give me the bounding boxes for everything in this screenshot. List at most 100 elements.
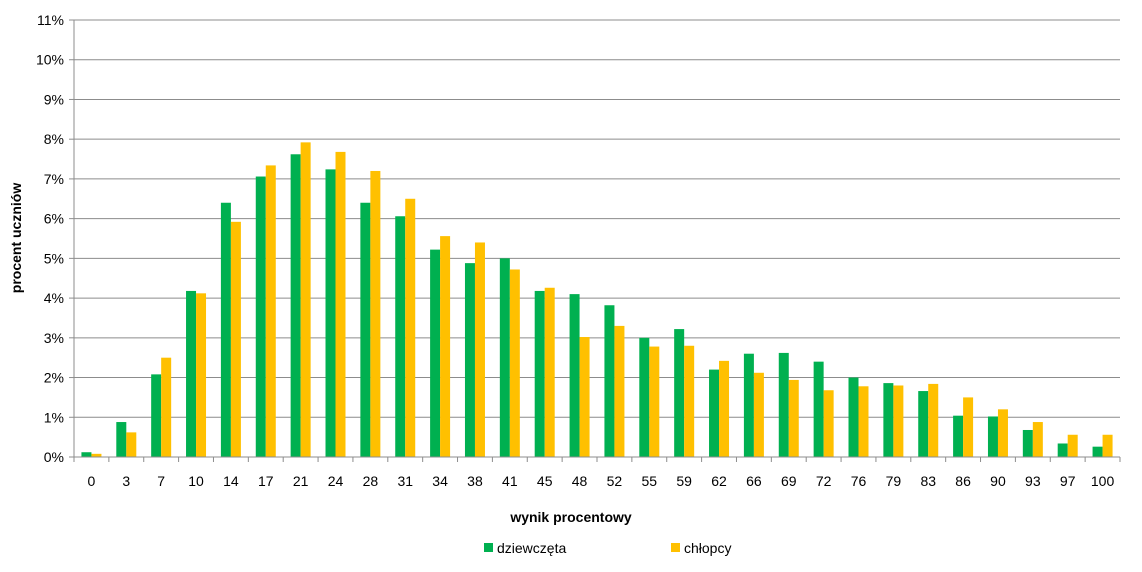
y-tick-label: 0% [44, 449, 64, 465]
bar-dziewczeta [464, 263, 475, 457]
bar-dziewczeta [743, 353, 754, 457]
x-tick-label: 72 [816, 473, 832, 489]
legend-swatch [484, 543, 493, 552]
x-tick-label: 7 [157, 473, 165, 489]
bar-chlopcy [1032, 422, 1043, 457]
bar-dziewczeta [604, 305, 615, 457]
x-tick-label: 17 [258, 473, 274, 489]
x-tick-label: 10 [188, 473, 204, 489]
gridlines [69, 19, 1121, 462]
bar-dziewczeta [987, 416, 998, 457]
x-tick-label: 48 [572, 473, 588, 489]
bar-dziewczeta [848, 377, 859, 457]
y-tick-label: 10% [36, 52, 64, 68]
bar-dziewczeta [709, 369, 720, 457]
x-tick-label: 69 [781, 473, 797, 489]
legend-label: dziewczęta [497, 540, 566, 556]
y-tick-label: 9% [44, 91, 64, 107]
x-tick-label: 34 [432, 473, 448, 489]
bar-chlopcy [91, 453, 102, 457]
bar-dziewczeta [290, 154, 301, 457]
bar-dziewczeta [81, 452, 92, 457]
bar-chlopcy [265, 165, 276, 457]
y-tick-label: 6% [44, 211, 64, 227]
bar-chlopcy [858, 386, 869, 457]
bar-chlopcy [928, 383, 939, 457]
x-tick-label: 97 [1060, 473, 1076, 489]
x-tick-label: 55 [642, 473, 658, 489]
bars [81, 142, 1113, 458]
bar-chlopcy [335, 151, 346, 458]
y-tick-label: 7% [44, 171, 64, 187]
bar-dziewczeta [255, 176, 266, 457]
x-tick-label: 52 [607, 473, 623, 489]
bar-dziewczeta [395, 216, 406, 457]
bar-dziewczeta [639, 337, 650, 457]
bar-chlopcy [788, 379, 799, 457]
bar-chlopcy [963, 397, 974, 457]
bar-chlopcy [719, 360, 730, 457]
y-tick-label: 11% [37, 12, 64, 28]
x-tick-label: 83 [920, 473, 936, 489]
bar-dziewczeta [674, 329, 685, 457]
bar-dziewczeta [325, 169, 336, 457]
bar-chlopcy [161, 357, 172, 457]
x-tick-label: 76 [851, 473, 867, 489]
bar-chlopcy [300, 142, 311, 458]
bar-chlopcy [1067, 434, 1078, 457]
bar-chlopcy [684, 345, 695, 457]
x-tick-label: 90 [990, 473, 1006, 489]
bar-dziewczeta [1092, 446, 1103, 457]
bar-dziewczeta [220, 202, 231, 457]
x-tick-label: 3 [122, 473, 130, 489]
x-tick-label: 21 [293, 473, 309, 489]
x-tick-label: 45 [537, 473, 553, 489]
bar-chlopcy [405, 198, 416, 458]
legend-swatch [671, 543, 680, 552]
x-axis-title: wynik procentowy [509, 509, 632, 525]
bar-chlopcy [126, 432, 137, 457]
x-tick-label: 38 [467, 473, 483, 489]
x-tick-label: 86 [955, 473, 971, 489]
bar-dziewczeta [1022, 429, 1033, 457]
bar-chlopcy [544, 287, 555, 457]
bar-dziewczeta [953, 415, 964, 457]
x-tick-label: 28 [363, 473, 379, 489]
bar-chlopcy [614, 325, 625, 457]
x-tick-label: 41 [502, 473, 518, 489]
bar-dziewczeta [883, 383, 894, 457]
y-tick-label: 4% [44, 290, 64, 306]
x-tick-label: 100 [1091, 473, 1115, 489]
bar-chlopcy [440, 236, 451, 457]
y-tick-label: 3% [44, 330, 64, 346]
bar-chlopcy [753, 372, 764, 457]
x-tick-label: 59 [676, 473, 692, 489]
bar-chlopcy [230, 221, 241, 457]
bar-dziewczeta [430, 249, 441, 457]
bar-dziewczeta [186, 290, 197, 457]
bar-chlopcy [370, 170, 381, 458]
bar-chlopcy [474, 242, 485, 457]
y-tick-label: 5% [44, 250, 64, 266]
bar-chlopcy [1102, 434, 1113, 457]
bar-dziewczeta [534, 290, 545, 457]
y-axis-title: procent uczniów [8, 183, 24, 294]
bar-dziewczeta [918, 391, 929, 457]
bar-dziewczeta [569, 294, 580, 457]
x-tick-label: 14 [223, 473, 239, 489]
x-tick-label: 93 [1025, 473, 1041, 489]
x-tick-label: 62 [711, 473, 727, 489]
bar-chlopcy [893, 385, 904, 457]
bar-chlopcy [649, 346, 660, 457]
legend-label: chłopcy [684, 540, 731, 556]
bar-dziewczeta [813, 361, 824, 457]
x-tick-label: 24 [328, 473, 344, 489]
bar-chlopcy [196, 293, 207, 457]
y-tick-label: 8% [44, 131, 64, 147]
axes [73, 20, 1120, 458]
bar-dziewczeta [116, 422, 127, 457]
x-tick-label: 31 [397, 473, 413, 489]
bar-chlopcy [997, 409, 1008, 457]
bar-dziewczeta [360, 202, 371, 457]
